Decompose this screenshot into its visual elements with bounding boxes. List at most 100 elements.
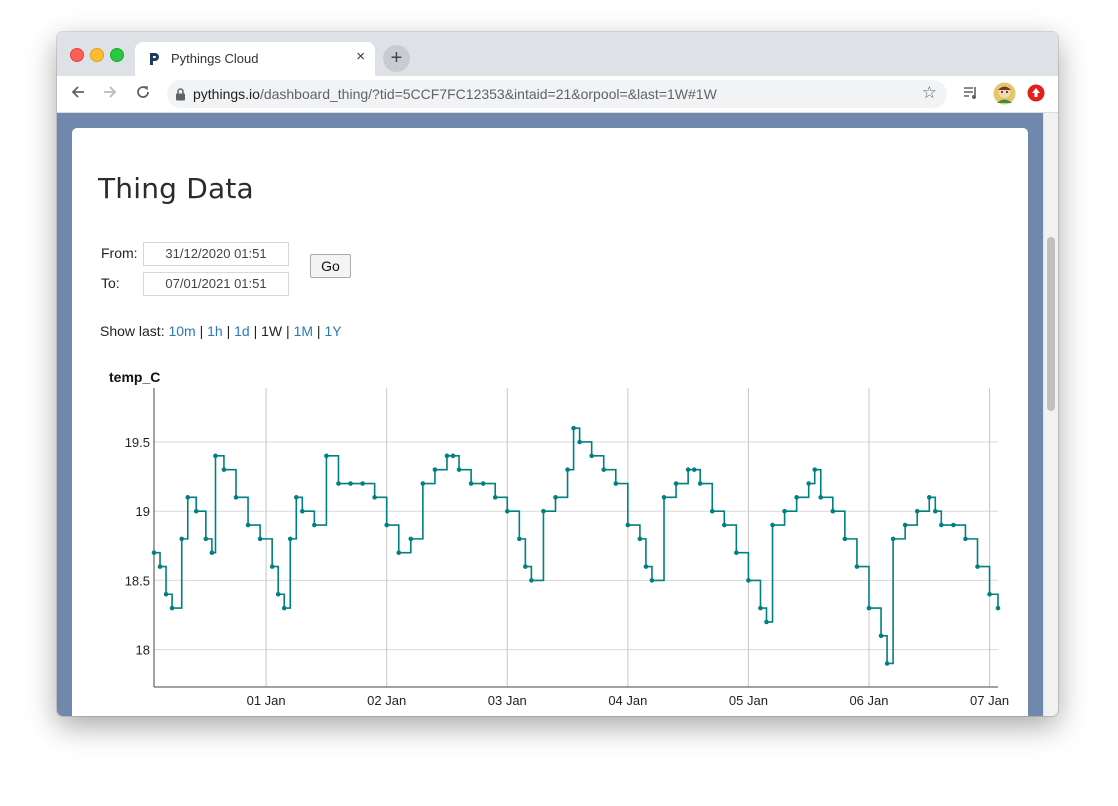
y-tick-label: 18.5 <box>125 573 150 588</box>
data-point <box>589 453 594 459</box>
data-point <box>830 508 836 514</box>
data-point <box>854 564 860 569</box>
data-point <box>529 578 534 583</box>
data-point <box>269 564 275 569</box>
data-point <box>625 522 631 528</box>
data-point <box>926 495 932 500</box>
data-point <box>914 508 920 514</box>
scrollbar-thumb[interactable] <box>1047 237 1055 411</box>
data-point <box>281 605 287 611</box>
data-point <box>185 495 191 500</box>
data-point <box>995 605 1001 611</box>
data-point <box>444 453 450 459</box>
range-link-10m[interactable]: 10m <box>168 323 196 339</box>
range-link-1h[interactable]: 1h <box>207 323 223 339</box>
data-point <box>685 467 691 472</box>
data-point <box>963 536 968 542</box>
data-point <box>420 481 426 486</box>
data-point <box>324 453 329 459</box>
playlist-icon[interactable] <box>962 84 980 107</box>
url-text: pythings.io/dashboard_thing/?tid=5CCF7FC… <box>193 86 717 102</box>
data-point <box>794 495 799 500</box>
data-point <box>553 495 558 500</box>
data-point <box>408 536 414 542</box>
data-point <box>193 508 199 514</box>
data-point <box>336 481 341 486</box>
data-point <box>890 536 896 542</box>
range-link-1y[interactable]: 1Y <box>324 323 342 339</box>
data-point <box>902 522 908 528</box>
tab-pythings-cloud[interactable]: Pythings Cloud × <box>135 42 375 76</box>
maximize-window-button[interactable] <box>110 48 124 62</box>
data-point <box>691 467 697 472</box>
data-point <box>257 536 263 542</box>
data-point <box>233 495 239 500</box>
new-tab-button[interactable]: + <box>383 45 410 72</box>
data-point <box>746 578 751 583</box>
extension-icon[interactable] <box>1027 84 1045 107</box>
data-point <box>300 508 305 514</box>
data-point <box>360 481 365 486</box>
range-link-1d[interactable]: 1d <box>234 323 250 339</box>
data-point <box>275 591 281 597</box>
data-point <box>951 522 956 528</box>
lock-icon <box>176 88 185 101</box>
close-window-button[interactable] <box>70 48 84 62</box>
page-viewport: Thing Data From: 31/12/2020 01:51 To: 07… <box>57 113 1058 716</box>
data-point <box>673 481 679 486</box>
data-point <box>722 522 727 528</box>
data-point <box>661 495 667 500</box>
data-point <box>157 564 163 569</box>
chart-title: temp_C <box>109 369 160 385</box>
data-point <box>151 550 157 556</box>
close-tab-icon[interactable]: × <box>356 48 365 65</box>
data-point <box>637 536 643 542</box>
data-point <box>842 536 848 542</box>
to-date-input[interactable]: 07/01/2021 01:51 <box>143 272 289 296</box>
data-point <box>818 495 824 500</box>
back-arrow-icon[interactable] <box>68 84 88 104</box>
avatar-icon[interactable] <box>993 82 1016 110</box>
data-point <box>866 605 872 611</box>
data-point <box>396 550 402 556</box>
data-point <box>432 467 438 472</box>
data-point <box>697 481 703 486</box>
url-path: /dashboard_thing/?tid=5CCF7FC12353&intai… <box>259 86 717 102</box>
data-point <box>571 425 576 431</box>
x-tick-label: 03 Jan <box>488 693 527 708</box>
data-point <box>649 578 655 583</box>
data-point <box>179 536 185 542</box>
x-tick-label: 04 Jan <box>608 693 647 708</box>
from-label: From: <box>101 245 138 261</box>
data-point <box>975 564 980 569</box>
range-link-1m[interactable]: 1M <box>293 323 314 339</box>
data-point <box>480 481 486 486</box>
from-date-input[interactable]: 31/12/2020 01:51 <box>143 242 289 266</box>
data-point <box>456 467 462 472</box>
x-tick-label: 06 Jan <box>849 693 888 708</box>
tab-title: Pythings Cloud <box>171 51 259 66</box>
data-point <box>245 522 251 528</box>
reload-icon[interactable] <box>133 84 153 104</box>
x-tick-label: 02 Jan <box>367 693 406 708</box>
data-point <box>213 453 218 459</box>
show-last-label: Show last: <box>100 323 165 339</box>
scrollbar-track[interactable] <box>1043 113 1058 716</box>
forward-arrow-icon[interactable] <box>100 84 120 104</box>
data-point <box>209 550 215 556</box>
data-point <box>884 661 890 666</box>
minimize-window-button[interactable] <box>90 48 104 62</box>
data-point <box>541 508 546 514</box>
data-point <box>758 605 763 611</box>
data-point <box>601 467 607 472</box>
data-point <box>770 522 775 528</box>
to-label: To: <box>101 275 120 291</box>
go-button[interactable]: Go <box>310 254 351 278</box>
star-icon[interactable]: ☆ <box>921 83 937 102</box>
data-point <box>468 481 474 486</box>
data-point <box>734 550 739 556</box>
data-point <box>221 467 227 472</box>
address-bar[interactable]: pythings.io/dashboard_thing/?tid=5CCF7FC… <box>167 80 947 108</box>
data-point <box>384 522 390 528</box>
y-tick-label: 19 <box>136 504 150 519</box>
